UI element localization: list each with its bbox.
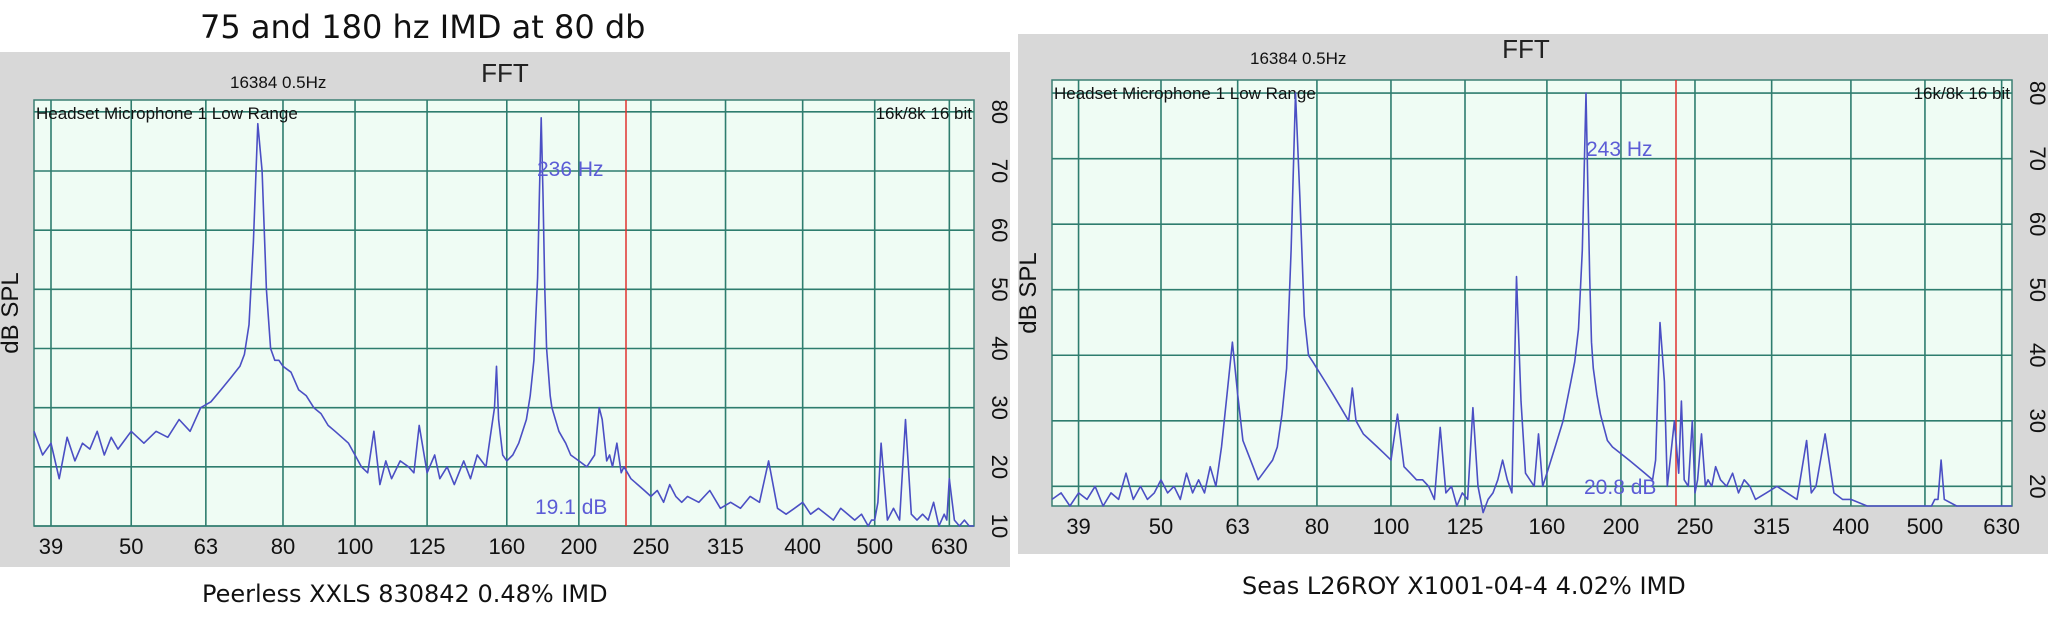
y-tick-label: 50 (987, 277, 1010, 301)
marker-frequency-label: 243 Hz (1586, 138, 1653, 161)
input-device-label: Headset Microphone 1 Low Range (1054, 84, 1316, 103)
x-tick-label: 50 (119, 534, 143, 559)
y-tick-label: 60 (987, 218, 1010, 242)
y-tick-label: 40 (987, 336, 1010, 360)
x-tick-label: 200 (1603, 514, 1640, 539)
plot-area (33, 99, 975, 527)
x-tick-label: 125 (1447, 514, 1484, 539)
x-tick-label: 400 (784, 534, 821, 559)
y-tick-label: 20 (2025, 474, 2048, 498)
chart-caption-peerless: Peerless XXLS 830842 0.48% IMD (202, 580, 608, 608)
y-tick-label: 50 (2025, 277, 2048, 301)
x-tick-label: 630 (931, 534, 968, 559)
x-tick-label: 315 (707, 534, 744, 559)
y-tick-label: 70 (987, 159, 1010, 183)
y-axis-label: dB SPL (1018, 252, 1042, 333)
fft-chart-svg: FFT 16384 0.5Hz 39 50 63 80 100 125 160 200 250 315… (0, 58, 1010, 559)
x-tick-label: 80 (271, 534, 295, 559)
y-tick-label: 40 (2025, 343, 2048, 367)
marker-level-label: 20.8 dB (1584, 476, 1656, 499)
y-tick-label: 20 (987, 455, 1010, 479)
fft-size-label: 16384 0.5Hz (1250, 49, 1346, 68)
spectrum-line (33, 117, 974, 527)
y-tick-label: 10 (987, 514, 1010, 538)
chart-caption-seas: Seas L26ROY X1001-04-4 4.02% IMD (1242, 572, 1686, 600)
x-tick-label: 125 (409, 534, 446, 559)
x-tick-label: 500 (856, 534, 893, 559)
fft-chart-svg: FFT 16384 0.5Hz 39 50 63 80 100 125 160 200 250 315… (1018, 34, 2048, 539)
marker-level-label: 19.1 dB (535, 496, 607, 519)
x-tick-label: 100 (337, 534, 374, 559)
y-axis-label: dB SPL (0, 272, 24, 353)
page-title: 75 and 180 hz IMD at 80 db (200, 8, 646, 46)
input-device-label: Headset Microphone 1 Low Range (36, 104, 298, 123)
x-tick-label: 200 (560, 534, 597, 559)
x-tick-label: 250 (1677, 514, 1714, 539)
format-label: 16k/8k 16 bit (876, 104, 973, 123)
x-tick-label: 160 (1529, 514, 1566, 539)
format-label: 16k/8k 16 bit (1914, 84, 2011, 103)
x-tick-label: 500 (1907, 514, 1944, 539)
x-tick-label: 630 (1983, 514, 2020, 539)
x-tick-label: 39 (39, 534, 63, 559)
plot-area (1051, 79, 2013, 507)
x-tick-label: 400 (1833, 514, 1870, 539)
x-tick-label: 80 (1305, 514, 1329, 539)
x-tick-label: 63 (194, 534, 218, 559)
x-tick-label: 63 (1225, 514, 1249, 539)
spectrum-line (1051, 92, 2012, 514)
x-tick-label: 39 (1066, 514, 1090, 539)
x-tick-label: 160 (488, 534, 525, 559)
marker-frequency-label: 236 Hz (537, 158, 604, 181)
fft-chart-peerless: FFT 16384 0.5Hz 39 50 63 80 100 125 160 200 250 315… (0, 52, 1010, 567)
fft-size-label: 16384 0.5Hz (230, 73, 326, 92)
y-tick-label: 30 (2025, 409, 2048, 433)
chart-title: FFT (481, 58, 529, 88)
y-tick-label: 30 (987, 395, 1010, 419)
chart-title: FFT (1502, 34, 1550, 64)
x-tick-label: 315 (1753, 514, 1790, 539)
x-tick-label: 50 (1149, 514, 1173, 539)
x-tick-label: 100 (1373, 514, 1410, 539)
y-tick-label: 80 (987, 100, 1010, 124)
y-tick-label: 80 (2025, 81, 2048, 105)
x-tick-label: 250 (633, 534, 670, 559)
fft-chart-seas: FFT 16384 0.5Hz 39 50 63 80 100 125 160 200 250 315… (1018, 34, 2048, 554)
y-tick-label: 70 (2025, 146, 2048, 170)
y-tick-label: 60 (2025, 212, 2048, 236)
